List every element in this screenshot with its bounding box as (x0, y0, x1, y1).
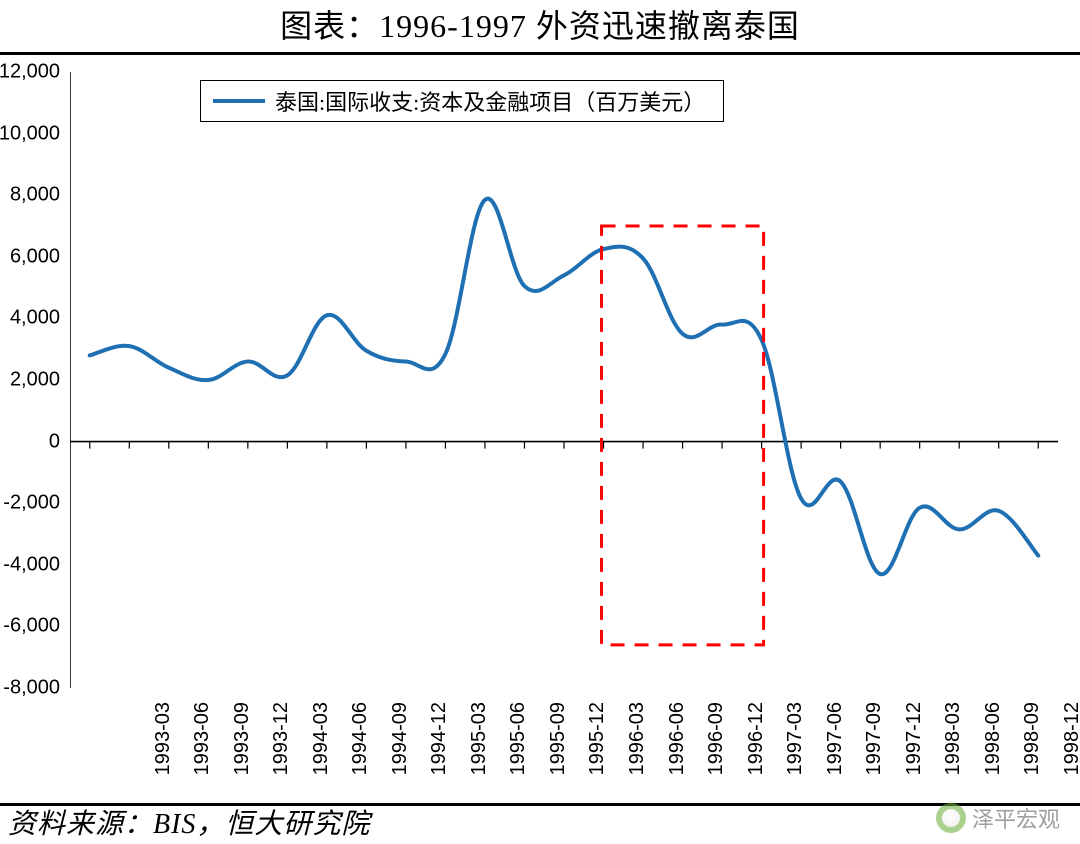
y-tick-label: -6,000 (3, 615, 60, 638)
chart-figure: { "title": "图表：1996-1997 外资迅速撤离泰国", "sou… (0, 0, 1080, 844)
watermark-text: 泽平宏观 (972, 802, 1060, 834)
x-tick-label: 1997-03 (784, 702, 807, 775)
y-tick-label: 6,000 (10, 245, 60, 268)
x-tick-label: 1998-12 (1061, 702, 1080, 775)
plot-area (70, 72, 1058, 688)
y-tick-label: 4,000 (10, 307, 60, 330)
source-text: 资料来源：BIS，恒大研究院 (8, 802, 370, 842)
chart-title: 图表：1996-1997 外资迅速撤离泰国 (280, 8, 800, 44)
x-tick-label: 1995-09 (547, 702, 570, 775)
x-tick-label: 1994-06 (349, 702, 372, 775)
y-tick-label: 8,000 (10, 184, 60, 207)
x-tick-label: 1993-03 (152, 702, 175, 775)
y-tick-label: 0 (49, 430, 60, 453)
x-tick-label: 1997-09 (863, 702, 886, 775)
y-tick-label: 12,000 (0, 61, 60, 84)
y-tick-label: -2,000 (3, 492, 60, 515)
x-tick-label: 1994-03 (310, 702, 333, 775)
y-tick-label: 2,000 (10, 369, 60, 392)
x-tick-label: 1998-09 (1021, 702, 1044, 775)
x-tick-label: 1998-03 (942, 702, 965, 775)
x-tick-label: 1995-03 (468, 702, 491, 775)
x-tick-label: 1997-12 (903, 702, 926, 775)
legend-swatch (213, 99, 265, 103)
x-tick-label: 1995-12 (586, 702, 609, 775)
highlight-group (602, 226, 764, 645)
chart-title-bar: 图表：1996-1997 外资迅速撤离泰国 (0, 0, 1080, 55)
x-tick-label: 1994-12 (428, 702, 451, 775)
x-tick-label: 1993-12 (270, 702, 293, 775)
axes-group (70, 72, 1058, 688)
x-tick-label: 1993-09 (231, 702, 254, 775)
y-tick-label: -4,000 (3, 553, 60, 576)
x-tick-label: 1997-06 (824, 702, 847, 775)
legend-label: 泰国:国际收支:资本及金融项目（百万美元） (275, 85, 705, 117)
x-axis-labels: 1993-03 1993-06 1993-09 1993-12 1994-03 1994-… (70, 696, 1058, 796)
wechat-icon (936, 803, 966, 833)
watermark: 泽平宏观 (936, 802, 1060, 834)
x-tick-label: 1996-03 (626, 702, 649, 775)
series-group (90, 199, 1038, 575)
legend: 泰国:国际收支:资本及金融项目（百万美元） (200, 80, 724, 122)
x-tick-label: 1993-06 (191, 702, 214, 775)
y-tick-label: -8,000 (3, 677, 60, 700)
y-tick-label: 10,000 (0, 122, 60, 145)
x-tick-label: 1996-06 (665, 702, 688, 775)
x-tick-label: 1995-06 (507, 702, 530, 775)
x-tick-label: 1994-09 (389, 702, 412, 775)
x-tick-label: 1996-12 (744, 702, 767, 775)
x-tick-label: 1996-09 (705, 702, 728, 775)
plot-svg (70, 72, 1058, 688)
y-axis-labels: -8,000-6,000-4,000-2,00002,0004,0006,000… (0, 72, 64, 688)
x-tick-label: 1998-06 (982, 702, 1005, 775)
